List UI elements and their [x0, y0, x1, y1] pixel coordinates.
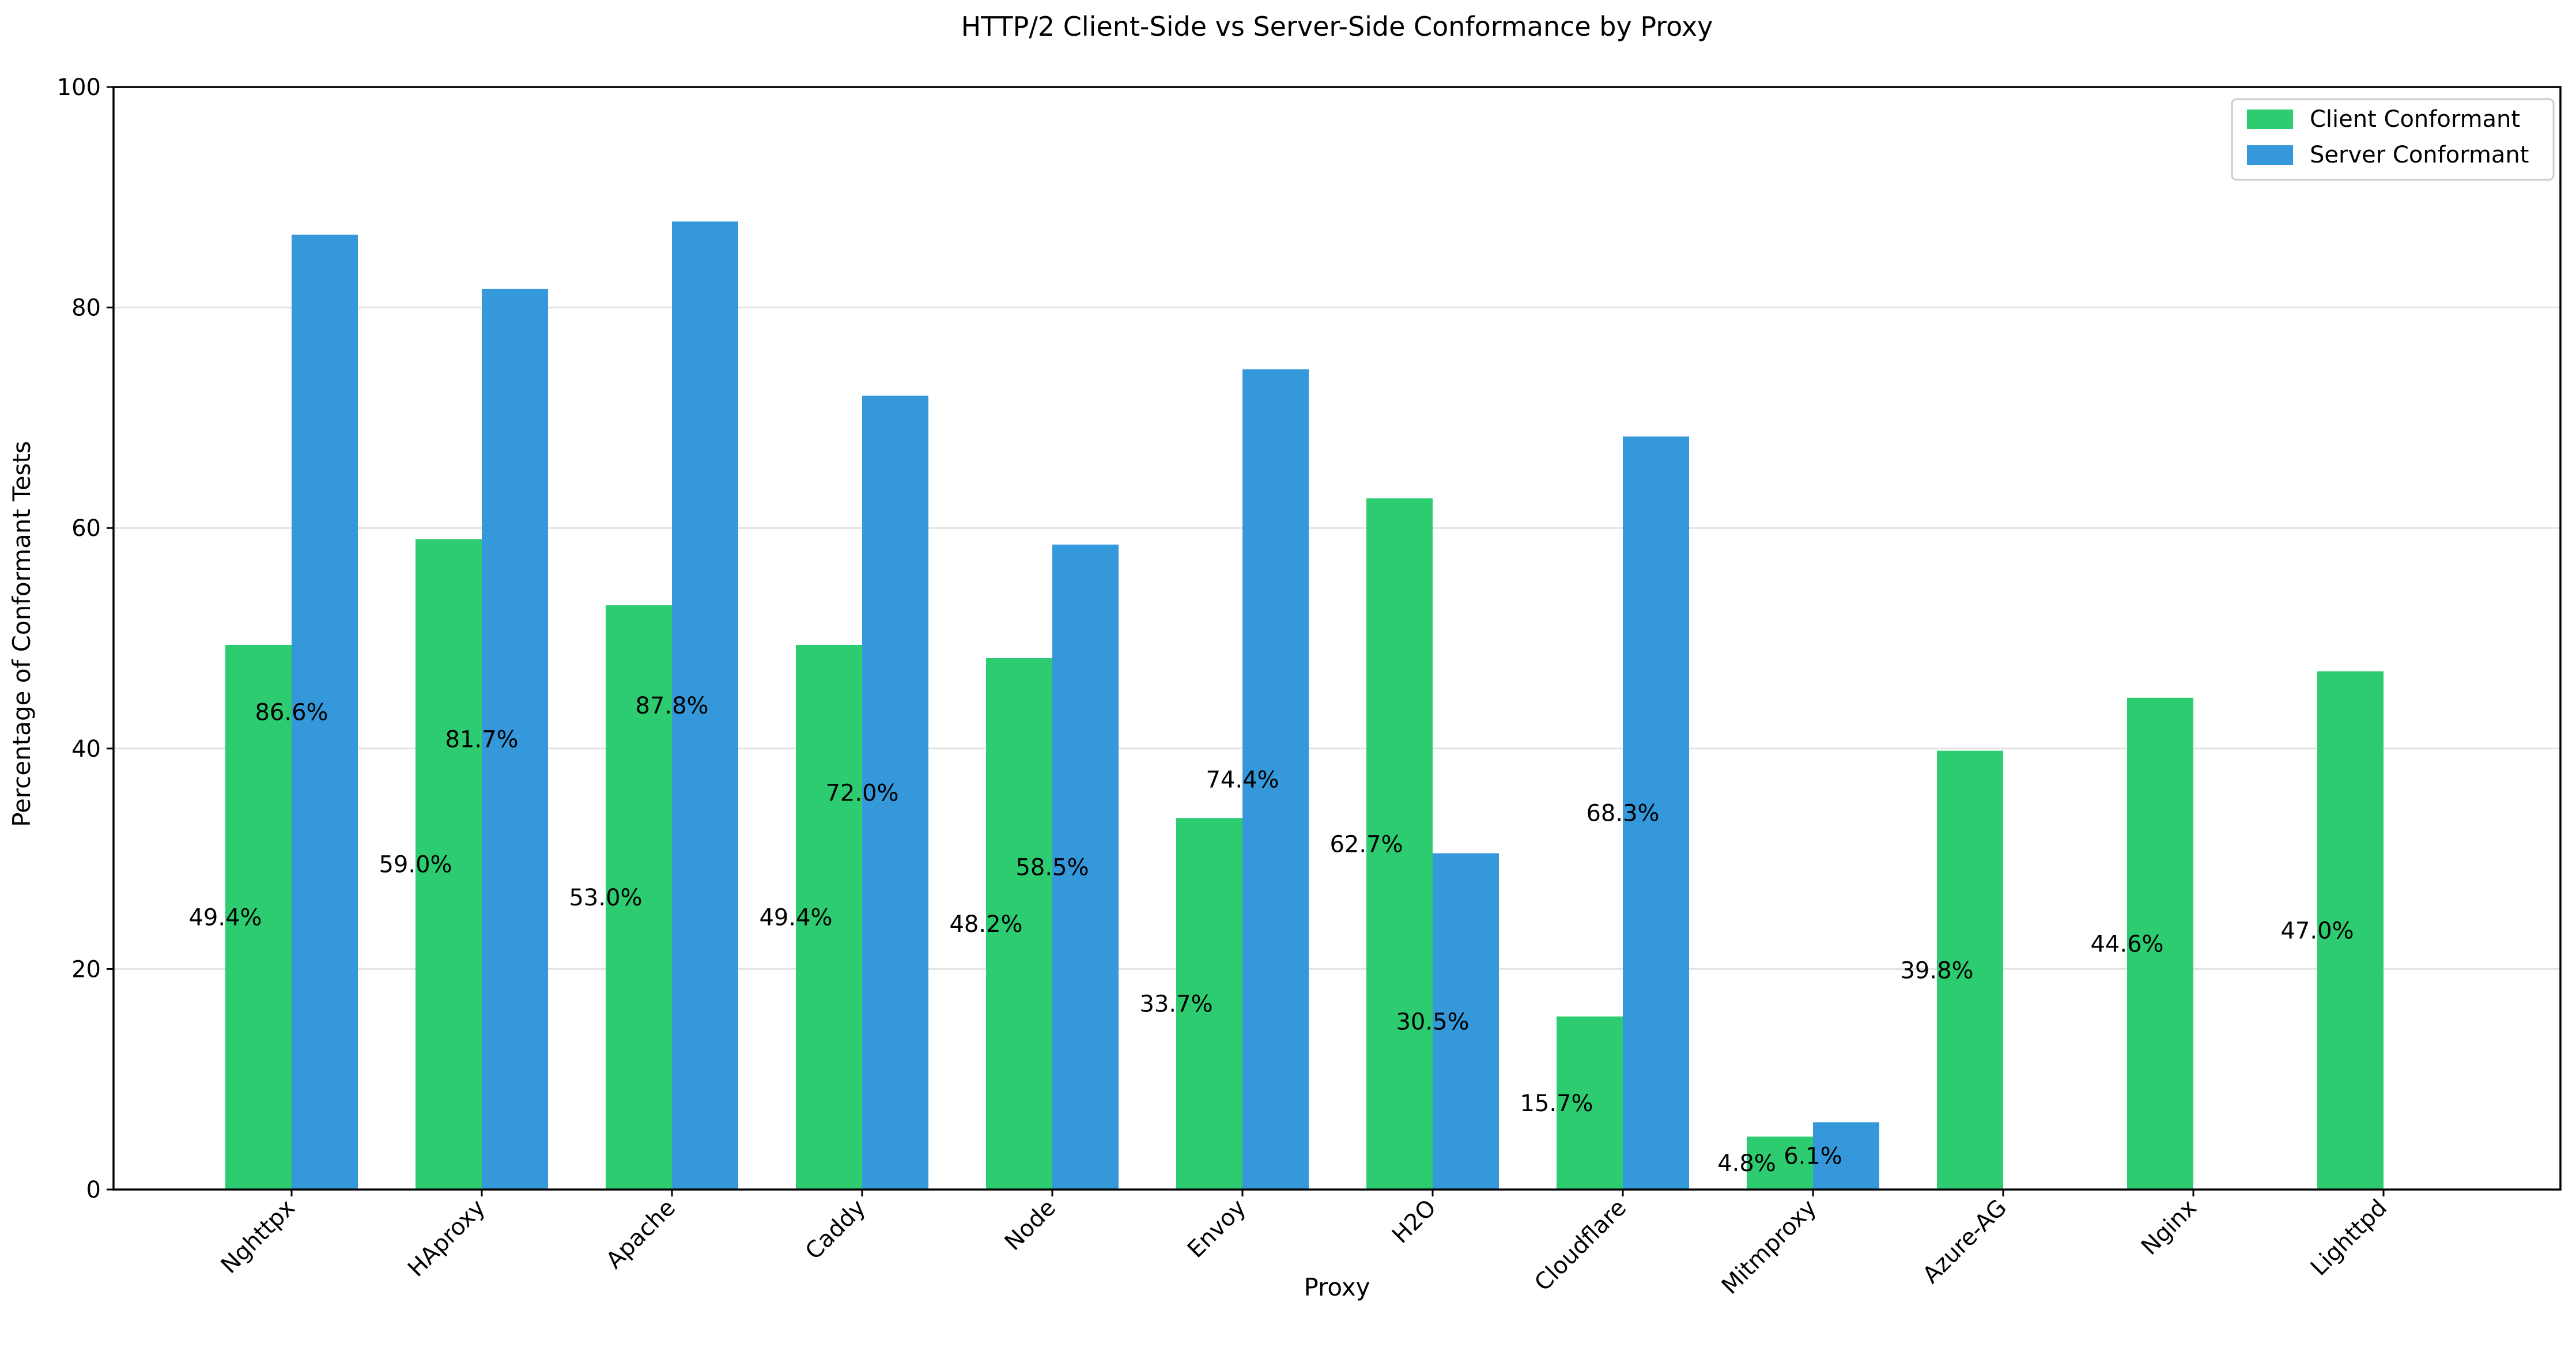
data-label: 6.1%: [1784, 1143, 1842, 1170]
bar-client: [416, 539, 482, 1190]
data-label: 49.4%: [759, 904, 832, 931]
y-tick-label: 60: [71, 515, 101, 542]
data-label: 53.0%: [569, 885, 642, 911]
data-label: 49.4%: [188, 904, 262, 931]
data-label: 44.6%: [2090, 931, 2163, 957]
bar-server: [672, 221, 738, 1190]
y-tick-label: 80: [71, 295, 101, 322]
bar-client: [1557, 1016, 1623, 1190]
data-label: 48.2%: [949, 911, 1022, 938]
y-tick-label: 20: [71, 956, 101, 983]
data-label: 4.8%: [1717, 1150, 1776, 1177]
bar-server: [1242, 369, 1309, 1190]
legend-swatch-client: [2247, 110, 2293, 129]
data-label: 87.8%: [635, 693, 708, 719]
bar-server: [862, 395, 928, 1190]
y-axis-label: Percentage of Conformant Tests: [7, 441, 36, 827]
bar-client: [986, 658, 1052, 1190]
data-label: 58.5%: [1015, 854, 1089, 881]
data-label: 33.7%: [1139, 991, 1213, 1018]
data-label: 74.4%: [1206, 767, 1279, 793]
bars-layer: [225, 221, 2384, 1190]
bar-client: [1176, 818, 1242, 1190]
data-label: 30.5%: [1396, 1009, 1469, 1035]
bar-server: [292, 235, 358, 1190]
bar-client: [1747, 1137, 1813, 1190]
data-label: 15.7%: [1520, 1090, 1593, 1117]
bar-client: [225, 644, 292, 1190]
plot-frame: [112, 86, 2562, 1191]
legend-label-server: Server Conformant: [2310, 142, 2529, 168]
bar-client: [2317, 671, 2384, 1190]
bar-client: [2127, 697, 2193, 1190]
legend: Client Conformant Server Conformant: [2231, 98, 2555, 181]
bar-client: [1366, 498, 1433, 1190]
legend-label-client: Client Conformant: [2310, 106, 2520, 133]
data-label: 39.8%: [1900, 957, 1973, 984]
bar-server: [482, 289, 548, 1190]
bar-server: [1052, 544, 1119, 1190]
bar-client: [796, 644, 862, 1190]
data-label: 62.7%: [1329, 831, 1403, 858]
data-label: 68.3%: [1586, 801, 1659, 827]
data-labels-layer: 49.4% 86.6% 59.0% 81.7% 53.0% 87.8% 49.4% 72.0%…: [188, 693, 2354, 1177]
data-label: 86.6%: [255, 700, 328, 726]
data-label: 72.0%: [825, 780, 898, 806]
bar-server: [1433, 853, 1499, 1190]
y-tick-label: 0: [86, 1177, 101, 1203]
data-label: 59.0%: [379, 852, 452, 878]
x-axis-label: Proxy: [1304, 1273, 1370, 1301]
y-tick-label: 100: [57, 74, 101, 101]
legend-box: [2231, 98, 2555, 181]
chart-title: HTTP/2 Client-Side vs Server-Side Confor…: [961, 11, 1713, 42]
bar-client: [606, 605, 672, 1190]
bar-server: [1813, 1122, 1879, 1190]
data-label: 47.0%: [2280, 918, 2354, 944]
data-label: 81.7%: [445, 727, 518, 753]
bar-client: [1937, 750, 2003, 1190]
legend-swatch-server: [2247, 145, 2293, 165]
y-tick-label: 40: [71, 736, 101, 762]
bar-server: [1623, 436, 1689, 1190]
